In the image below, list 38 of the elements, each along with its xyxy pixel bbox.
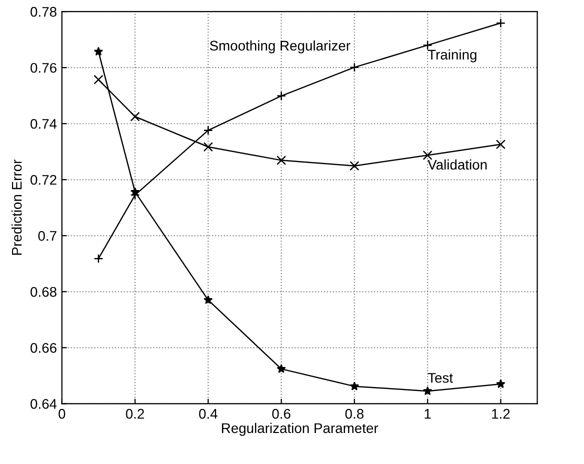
y-tick-label: 0.7 [38,230,56,241]
point [94,74,104,84]
x-axis-title: Regularization Parameter [222,422,378,436]
point [496,140,506,150]
series-label: Training [428,49,476,62]
y-axis-title: Prediction Error [12,160,22,255]
y-tick-label: 0.66 [30,343,56,353]
x-tick-label: 0.6 [272,408,290,419]
point [496,379,506,388]
point [276,156,286,166]
y-tick-label: 0.78 [30,6,56,17]
annotation: Smoothing Regularizer [210,40,350,54]
point [422,150,432,160]
y-tick-label: 0.64 [30,399,57,409]
point [350,161,360,171]
point [350,62,360,72]
y-tick-label: 0.68 [30,286,56,297]
x-tick-label: 0.4 [199,408,218,419]
y-tick-label: 0.72 [30,174,56,185]
point [350,382,360,390]
x-tick-label: 0.2 [126,408,144,419]
point [130,187,140,196]
series-label: Test [428,373,453,383]
point [276,364,286,373]
y-tick-label: 0.74 [30,118,57,129]
x-tick-label: 1 [424,409,431,419]
x-tick-label: 1.2 [492,408,510,419]
point [204,295,213,304]
series-label: Validation [428,159,487,170]
point [422,386,432,396]
point [130,112,140,122]
point [203,142,213,152]
y-tick-label: 0.76 [30,62,56,73]
point [422,40,432,50]
x-tick-label: 0 [58,408,66,419]
x-tick-label: 0.8 [345,408,364,419]
point [94,254,104,264]
point [94,46,104,56]
